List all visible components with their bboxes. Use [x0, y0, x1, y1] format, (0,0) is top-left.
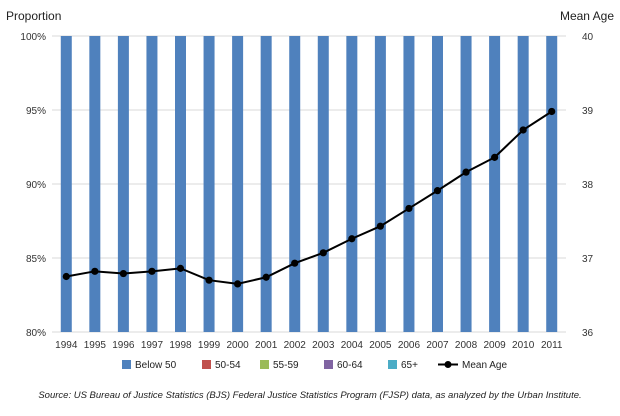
bar-below-50-1996 [117, 36, 129, 332]
bar-below-50-1999 [203, 36, 215, 332]
bar-below-50-2000 [232, 36, 244, 332]
bar-below-50-1994 [60, 36, 72, 332]
mean-age-point-2003 [319, 249, 327, 257]
right-tick-label: 37 [582, 254, 594, 265]
bar-below-50-2003 [317, 36, 329, 332]
mean-age-line [62, 107, 556, 288]
x-tick-label: 2010 [512, 340, 535, 351]
mean-age-point-2000 [234, 280, 242, 288]
mean-age-point-1995 [91, 267, 99, 275]
left-axis-title: Proportion [6, 9, 61, 23]
mean-age-point-1996 [119, 269, 127, 278]
right-axis-ticks: 36 37 38 39 40 [582, 32, 594, 339]
bar-below-50-2008 [460, 36, 472, 332]
mean-age-point-2004 [348, 235, 356, 243]
x-tick-label: 2008 [455, 340, 478, 351]
mean-age-point-2010 [519, 126, 527, 134]
stacked-bars [60, 36, 558, 332]
legend-label-55-59: 55-59 [273, 360, 299, 371]
left-tick-label: 85% [26, 254, 46, 265]
x-tick-label: 1998 [169, 340, 192, 351]
mean-age-point-1994 [62, 272, 70, 281]
x-tick-label: 2007 [426, 340, 449, 351]
mean-age-point-2002 [291, 259, 299, 267]
x-tick-label: 1997 [141, 340, 164, 351]
legend-marker-mean-age [444, 361, 452, 368]
gridlines [52, 35, 566, 333]
x-tick-label: 2005 [369, 340, 392, 351]
mean-age-point-2001 [262, 273, 270, 281]
legend-label-mean-age: Mean Age [462, 360, 507, 371]
mean-age-point-1997 [148, 267, 156, 275]
legend-label-60-64: 60-64 [337, 360, 363, 371]
right-tick-label: 38 [582, 180, 594, 191]
x-tick-label: 1995 [84, 340, 107, 351]
legend-swatch-below-50 [122, 360, 131, 369]
bar-below-50-2004 [346, 36, 358, 332]
bar-below-50-2009 [489, 36, 501, 332]
bar-below-50-2005 [374, 36, 386, 332]
source-note: Source: US Bureau of Justice Statistics … [38, 390, 582, 401]
legend-label-50-54: 50-54 [215, 360, 241, 371]
legend-label-65-: 65+ [401, 360, 418, 371]
legend-label-below-50: Below 50 [135, 360, 177, 371]
mean-age-point-2007 [433, 187, 442, 195]
left-tick-label: 95% [26, 106, 46, 117]
mean-age-point-2006 [405, 204, 413, 213]
mean-age-polyline [66, 110, 553, 285]
bar-below-50-2007 [432, 36, 443, 332]
bar-below-50-2010 [517, 36, 529, 332]
bar-below-50-1998 [175, 36, 186, 332]
bar-below-50-1997 [146, 36, 158, 332]
bar-below-50-1995 [89, 36, 101, 332]
bar-below-50-2001 [260, 36, 272, 332]
left-tick-label: 80% [26, 328, 46, 339]
legend-swatch-55-59 [260, 360, 269, 369]
x-tick-label: 2000 [226, 340, 249, 351]
bar-below-50-2006 [403, 36, 415, 332]
left-tick-label: 90% [26, 180, 46, 191]
x-tick-label: 2011 [541, 340, 563, 351]
x-tick-label: 2004 [341, 340, 364, 351]
legend-swatch-60-64 [324, 360, 333, 369]
bar-below-50-2011 [546, 36, 558, 332]
legend-swatch-50-54 [202, 360, 211, 369]
x-tick-label: 1999 [198, 340, 221, 351]
mean-age-point-2009 [491, 153, 499, 161]
x-tick-label: 2003 [312, 340, 335, 351]
right-tick-label: 39 [582, 106, 594, 117]
x-tick-label: 1994 [55, 340, 78, 351]
x-axis-ticks: 1994 1995 1996 1997 1998 1999 2000 2001 2002 2003… [55, 340, 563, 351]
left-axis-ticks: 80% 85% 90% 95% 100% [20, 32, 46, 339]
mean-age-point-1999 [205, 276, 213, 284]
x-tick-label: 2009 [483, 340, 506, 351]
x-tick-label: 2006 [398, 340, 421, 351]
right-tick-label: 36 [582, 328, 594, 339]
legend: Below 50 50-54 55-59 60-64 65+ Mean Age [122, 360, 507, 371]
left-tick-label: 100% [20, 32, 46, 43]
mean-age-point-1998 [176, 264, 185, 272]
mean-age-point-2005 [376, 222, 384, 230]
x-tick-label: 2002 [284, 340, 307, 351]
legend-swatch-65- [388, 360, 397, 369]
x-tick-label: 1996 [112, 340, 135, 351]
mean-age-point-2008 [462, 168, 470, 176]
x-tick-label: 2001 [255, 340, 278, 351]
mean-age-point-2011 [548, 107, 556, 116]
bar-below-50-2002 [289, 36, 301, 332]
right-axis-title: Mean Age [560, 9, 614, 23]
right-tick-label: 40 [582, 32, 594, 43]
